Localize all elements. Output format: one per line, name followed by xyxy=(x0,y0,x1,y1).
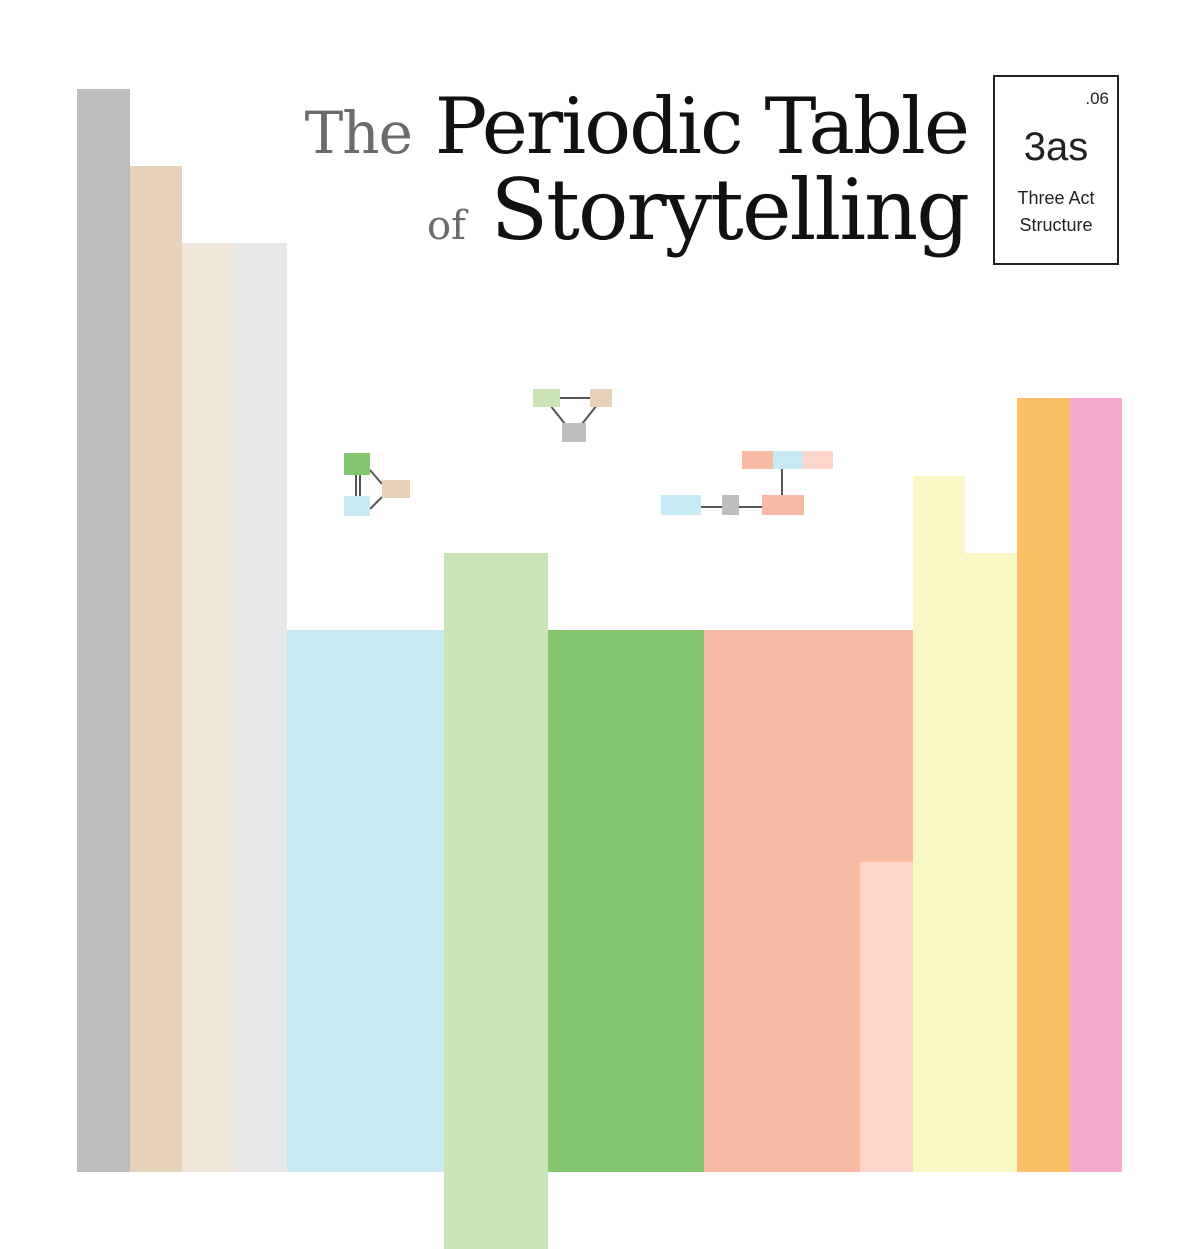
column-pink xyxy=(1070,398,1122,1172)
element-name-line-1: Three Act xyxy=(1017,188,1095,208)
column-tan xyxy=(130,166,182,1172)
element-tile: .06 3as Three Act Structure xyxy=(993,75,1119,265)
glyph-triangle-left xyxy=(344,453,410,516)
element-symbol: 3as xyxy=(1023,125,1089,169)
title-of: of xyxy=(426,203,466,249)
column-gray xyxy=(77,89,130,1172)
glyph-triangle-top xyxy=(533,389,612,442)
column-orange xyxy=(1017,398,1070,1172)
column-light-blue xyxy=(287,630,444,1172)
title-storytelling: Storytelling xyxy=(490,161,970,259)
page-title-line-1: The Periodic Table xyxy=(304,88,970,167)
column-light-green xyxy=(444,553,548,1249)
column-green xyxy=(548,630,704,1172)
column-light-gray xyxy=(235,243,287,1172)
column-light-yellow xyxy=(965,553,1017,1172)
element-name-line-2: Structure xyxy=(1019,215,1093,235)
column-light-salmon xyxy=(860,862,913,1172)
element-number: .06 xyxy=(1085,89,1109,108)
element-name: Three Act Structure xyxy=(995,185,1117,239)
column-light-yellow-tall xyxy=(913,476,965,1172)
title-periodic-table: Periodic Table xyxy=(434,82,970,172)
column-cream xyxy=(182,243,235,1172)
glyph-chain-right xyxy=(661,451,833,515)
page-title-line-2: of Storytelling xyxy=(426,168,970,252)
title-the: The xyxy=(304,99,413,167)
